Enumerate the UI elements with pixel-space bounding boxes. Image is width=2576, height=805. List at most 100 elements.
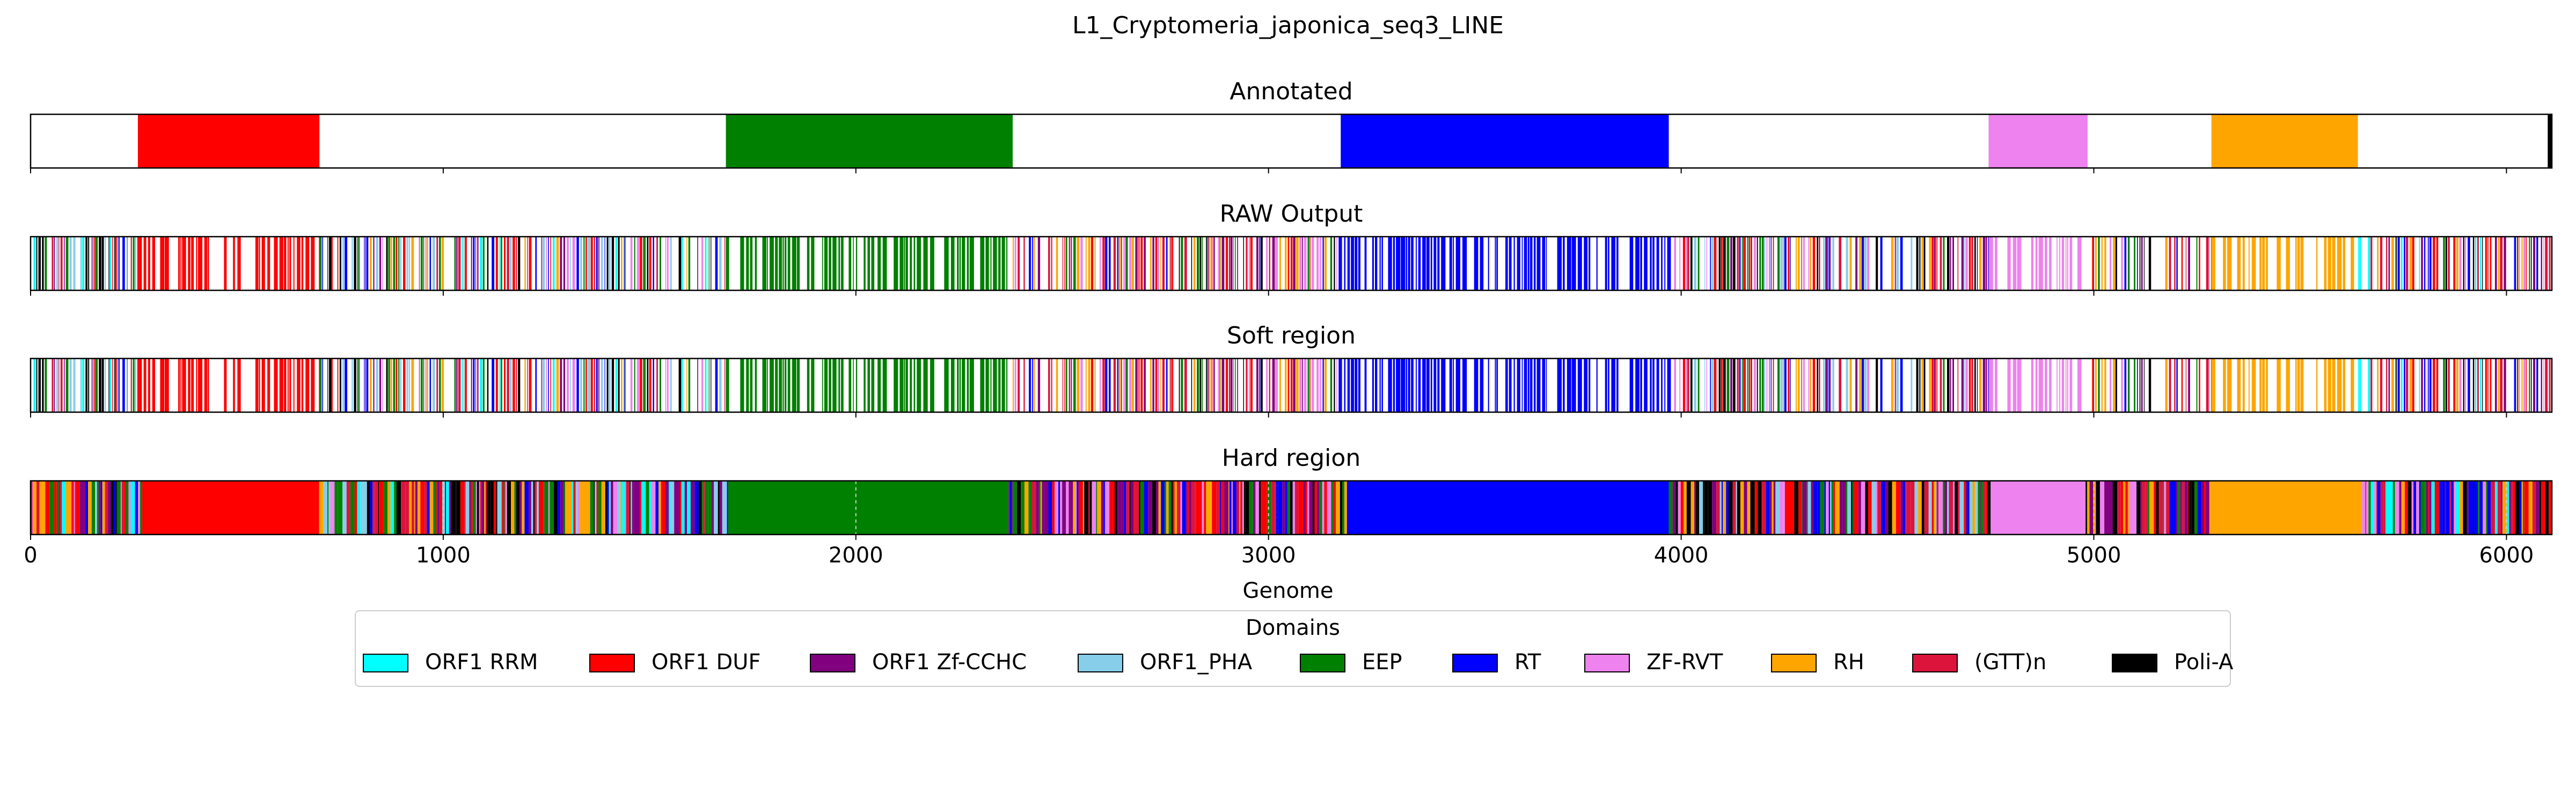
prediction-stripe	[393, 237, 396, 290]
prediction-stripe	[2156, 481, 2159, 535]
panel-soft-region: Soft region	[30, 322, 2553, 418]
prediction-stripe	[626, 481, 630, 535]
chart-title: L1_Cryptomeria_japonica_seq3_LINE	[1072, 12, 1504, 39]
prediction-stripe	[595, 481, 597, 535]
prediction-stripe	[787, 237, 791, 290]
prediction-stripe	[1696, 481, 1698, 535]
prediction-stripe	[1852, 481, 1854, 535]
prediction-stripe	[2468, 237, 2470, 290]
prediction-stripe	[1801, 237, 1802, 290]
prediction-stripe	[1721, 358, 1723, 412]
prediction-stripe	[1584, 237, 1588, 290]
prediction-stripe	[1718, 358, 1721, 412]
prediction-stripe	[755, 237, 757, 290]
prediction-stripe	[1770, 237, 1772, 290]
prediction-stripe	[1422, 358, 1426, 412]
prediction-stripe	[2523, 481, 2524, 535]
prediction-stripe	[342, 481, 347, 535]
prediction-stripe	[1794, 481, 1799, 535]
domain-segment-zf-rvt	[1988, 114, 2088, 168]
prediction-stripe	[1338, 237, 1341, 290]
prediction-stripe	[2482, 358, 2483, 412]
prediction-stripe	[379, 237, 382, 290]
prediction-stripe	[255, 237, 259, 290]
prediction-stripe	[2513, 481, 2516, 535]
prediction-stripe	[2446, 481, 2450, 535]
prediction-stripe	[1679, 237, 1681, 290]
prediction-stripe	[2098, 358, 2100, 412]
prediction-stripe	[2136, 481, 2141, 535]
prediction-stripe	[630, 237, 633, 290]
prediction-stripe	[2368, 358, 2370, 412]
prediction-stripe	[2514, 358, 2516, 412]
prediction-stripe	[464, 358, 467, 412]
prediction-stripe	[2370, 358, 2373, 412]
prediction-stripe	[1221, 358, 1225, 412]
prediction-stripe	[1697, 237, 1700, 290]
prediction-stripe	[1179, 358, 1180, 412]
prediction-stripe	[436, 481, 438, 535]
prediction-stripe	[358, 358, 360, 412]
prediction-stripe	[319, 358, 322, 412]
prediction-stripe	[1964, 481, 1966, 535]
prediction-stripe	[1680, 481, 1684, 535]
prediction-stripe	[1902, 481, 1905, 535]
prediction-stripe	[1817, 358, 1818, 412]
prediction-stripe	[2385, 481, 2390, 535]
prediction-stripe	[1066, 481, 1069, 535]
prediction-stripe	[1542, 358, 1546, 412]
prediction-stripe	[1170, 237, 1172, 290]
prediction-stripe	[182, 237, 186, 290]
prediction-stripe	[135, 237, 136, 290]
prediction-stripe	[1388, 358, 1392, 412]
prediction-stripe	[1331, 481, 1334, 535]
prediction-stripe	[1309, 481, 1313, 535]
prediction-stripe	[2431, 481, 2435, 535]
prediction-stripe	[871, 358, 875, 412]
prediction-stripe	[1011, 481, 1013, 535]
prediction-stripe	[135, 481, 138, 535]
prediction-stripe	[1982, 237, 1985, 290]
prediction-stripe	[329, 358, 332, 412]
prediction-stripe	[65, 481, 69, 535]
prediction-stripe	[1952, 358, 1954, 412]
prediction-stripe	[2337, 237, 2342, 290]
prediction-stripe	[2049, 358, 2052, 412]
prediction-stripe	[1166, 237, 1168, 290]
prediction-stripe	[1048, 237, 1050, 290]
prediction-stripe	[477, 237, 479, 290]
prediction-stripe	[1058, 481, 1060, 535]
prediction-stripe	[1656, 237, 1659, 290]
prediction-stripe	[1968, 358, 1971, 412]
prediction-stripe	[283, 237, 287, 290]
prediction-stripe	[2429, 481, 2432, 535]
prediction-stripe	[1055, 481, 1059, 535]
prediction-stripe	[505, 481, 507, 535]
prediction-stripe	[2085, 481, 2088, 535]
prediction-stripe	[618, 237, 620, 290]
prediction-stripe	[376, 237, 378, 290]
prediction-stripe	[2482, 237, 2483, 290]
prediction-stripe	[1640, 237, 1642, 290]
prediction-stripe	[1611, 237, 1616, 290]
prediction-stripe	[130, 358, 132, 412]
prediction-stripe	[1509, 358, 1512, 412]
prediction-stripe	[2459, 358, 2462, 412]
prediction-stripe	[543, 481, 545, 535]
prediction-stripe	[1783, 358, 1784, 412]
prediction-stripe	[1179, 237, 1180, 290]
prediction-stripe	[2526, 358, 2527, 412]
legend-label: ORF1 Zf-CCHC	[872, 650, 1027, 675]
prediction-stripe	[1201, 237, 1203, 290]
prediction-stripe	[196, 358, 197, 412]
prediction-stripe	[705, 481, 708, 535]
prediction-stripe	[969, 237, 974, 290]
prediction-stripe	[787, 358, 791, 412]
prediction-stripe	[624, 237, 625, 290]
prediction-stripe	[1135, 481, 1139, 535]
prediction-stripe	[1272, 358, 1275, 412]
prediction-stripe	[647, 237, 649, 290]
prediction-stripe	[1911, 481, 1915, 535]
prediction-stripe	[588, 358, 591, 412]
prediction-stripe	[903, 358, 905, 412]
